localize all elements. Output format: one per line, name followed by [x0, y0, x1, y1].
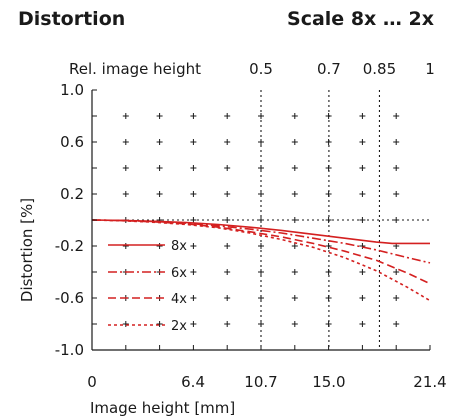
- x-tick-label: 6.4: [181, 373, 205, 391]
- grid-plus-marker: [122, 165, 129, 171]
- x2-axis-title: Rel. image height: [69, 60, 201, 78]
- grid-plus-marker: [291, 139, 298, 145]
- grid-plus-marker: [359, 243, 366, 249]
- grid-plus-marker: [190, 191, 197, 197]
- grid-plus-marker: [291, 191, 298, 197]
- grid-plus-marker: [393, 191, 400, 197]
- legend-label-4x: 4x: [171, 292, 187, 307]
- grid-plus-marker: [393, 139, 400, 145]
- legend-label-8x: 8x: [171, 239, 187, 254]
- grid-plus-marker: [156, 243, 163, 249]
- grid-plus-marker: [224, 321, 231, 327]
- series-line-6x: [91, 219, 431, 264]
- grid-plus-marker: [122, 113, 129, 119]
- x2-tick-label: 0.85: [363, 60, 396, 78]
- grid-plus-marker: [224, 295, 231, 301]
- x-tick-label: 21.4: [413, 373, 446, 391]
- y-tick-label: 0.2: [60, 185, 84, 203]
- grid-plus-marker: [359, 269, 366, 275]
- grid-plus-marker: [393, 165, 400, 171]
- grid-plus-marker: [393, 295, 400, 301]
- y-tick-label: -1.0: [55, 341, 84, 359]
- grid-plus-marker: [190, 243, 197, 249]
- y-axis-title: Distortion [%]: [18, 198, 36, 302]
- grid-plus-marker: [190, 321, 197, 327]
- x-tick-label: 15.0: [312, 373, 345, 391]
- grid-plus-marker: [359, 113, 366, 119]
- grid-plus-marker: [393, 321, 400, 327]
- grid-plus-marker: [122, 243, 129, 249]
- grid-plus-marker: [224, 113, 231, 119]
- grid-plus-marker: [122, 191, 129, 197]
- grid-plus-marker: [156, 139, 163, 145]
- y-tick-label: -0.6: [55, 289, 84, 307]
- grid-plus-marker: [291, 243, 298, 249]
- x2-tick-label: 0.5: [249, 60, 273, 78]
- grid-plus-marker: [359, 295, 366, 301]
- grid-plus-marker: [156, 191, 163, 197]
- grid-plus-marker: [224, 269, 231, 275]
- grid-plus-marker: [190, 113, 197, 119]
- grid-plus-marker: [359, 191, 366, 197]
- grid-plus-marker: [393, 269, 400, 275]
- grid-plus-marker: [291, 321, 298, 327]
- grid-plus-marker: [359, 139, 366, 145]
- grid-plus-marker: [224, 165, 231, 171]
- grid-plus-marker: [122, 139, 129, 145]
- x2-tick-label: 0.7: [317, 60, 341, 78]
- grid-plus-marker: [291, 113, 298, 119]
- grid-plus-marker: [291, 165, 298, 171]
- axis-labels: 1.00.60.2-0.2-0.6-1.00 6.4 10.7 15.0 21.40.5…: [18, 60, 447, 417]
- legend-label-6x: 6x: [171, 266, 187, 281]
- y-tick-label: -0.2: [55, 237, 84, 255]
- chart-subtitle: Scale 8x … 2x: [287, 8, 434, 30]
- x-tick-label: 10.7: [244, 373, 277, 391]
- grid-plus-marker: [359, 321, 366, 327]
- chart-title: Distortion: [18, 8, 126, 30]
- series-lines: [91, 219, 431, 302]
- axis-ticks: [91, 89, 431, 351]
- series-line-2x: [91, 219, 431, 302]
- grid-plus-marker: [291, 295, 298, 301]
- grid-plus-marker: [224, 191, 231, 197]
- legend: 8x 6x 4x 2x: [108, 239, 187, 334]
- grid-plus-marker: [156, 165, 163, 171]
- grid-plus-marker: [190, 269, 197, 275]
- y-tick-label: 1.0: [60, 81, 84, 99]
- x-axis-title: Image height [mm]: [90, 399, 235, 417]
- grid-plus-marker: [224, 243, 231, 249]
- grid-plus-marker: [156, 113, 163, 119]
- grid-plus-marker: [190, 165, 197, 171]
- grid-plus-marker: [291, 269, 298, 275]
- x-tick-label: 0: [87, 373, 97, 391]
- x2-tick-label: 1: [425, 60, 435, 78]
- grid-plus-marker: [156, 321, 163, 327]
- legend-label-2x: 2x: [171, 319, 187, 334]
- grid-plus-marker: [359, 165, 366, 171]
- reference-lines: [92, 90, 430, 350]
- grid-plus-marker: [122, 321, 129, 327]
- grid-plus-marker: [190, 295, 197, 301]
- y-tick-label: 0.6: [60, 133, 84, 151]
- series-line-4x: [91, 219, 431, 285]
- grid-plus-marker: [224, 139, 231, 145]
- grid-plus-marker: [190, 139, 197, 145]
- grid-plus-marker: [393, 113, 400, 119]
